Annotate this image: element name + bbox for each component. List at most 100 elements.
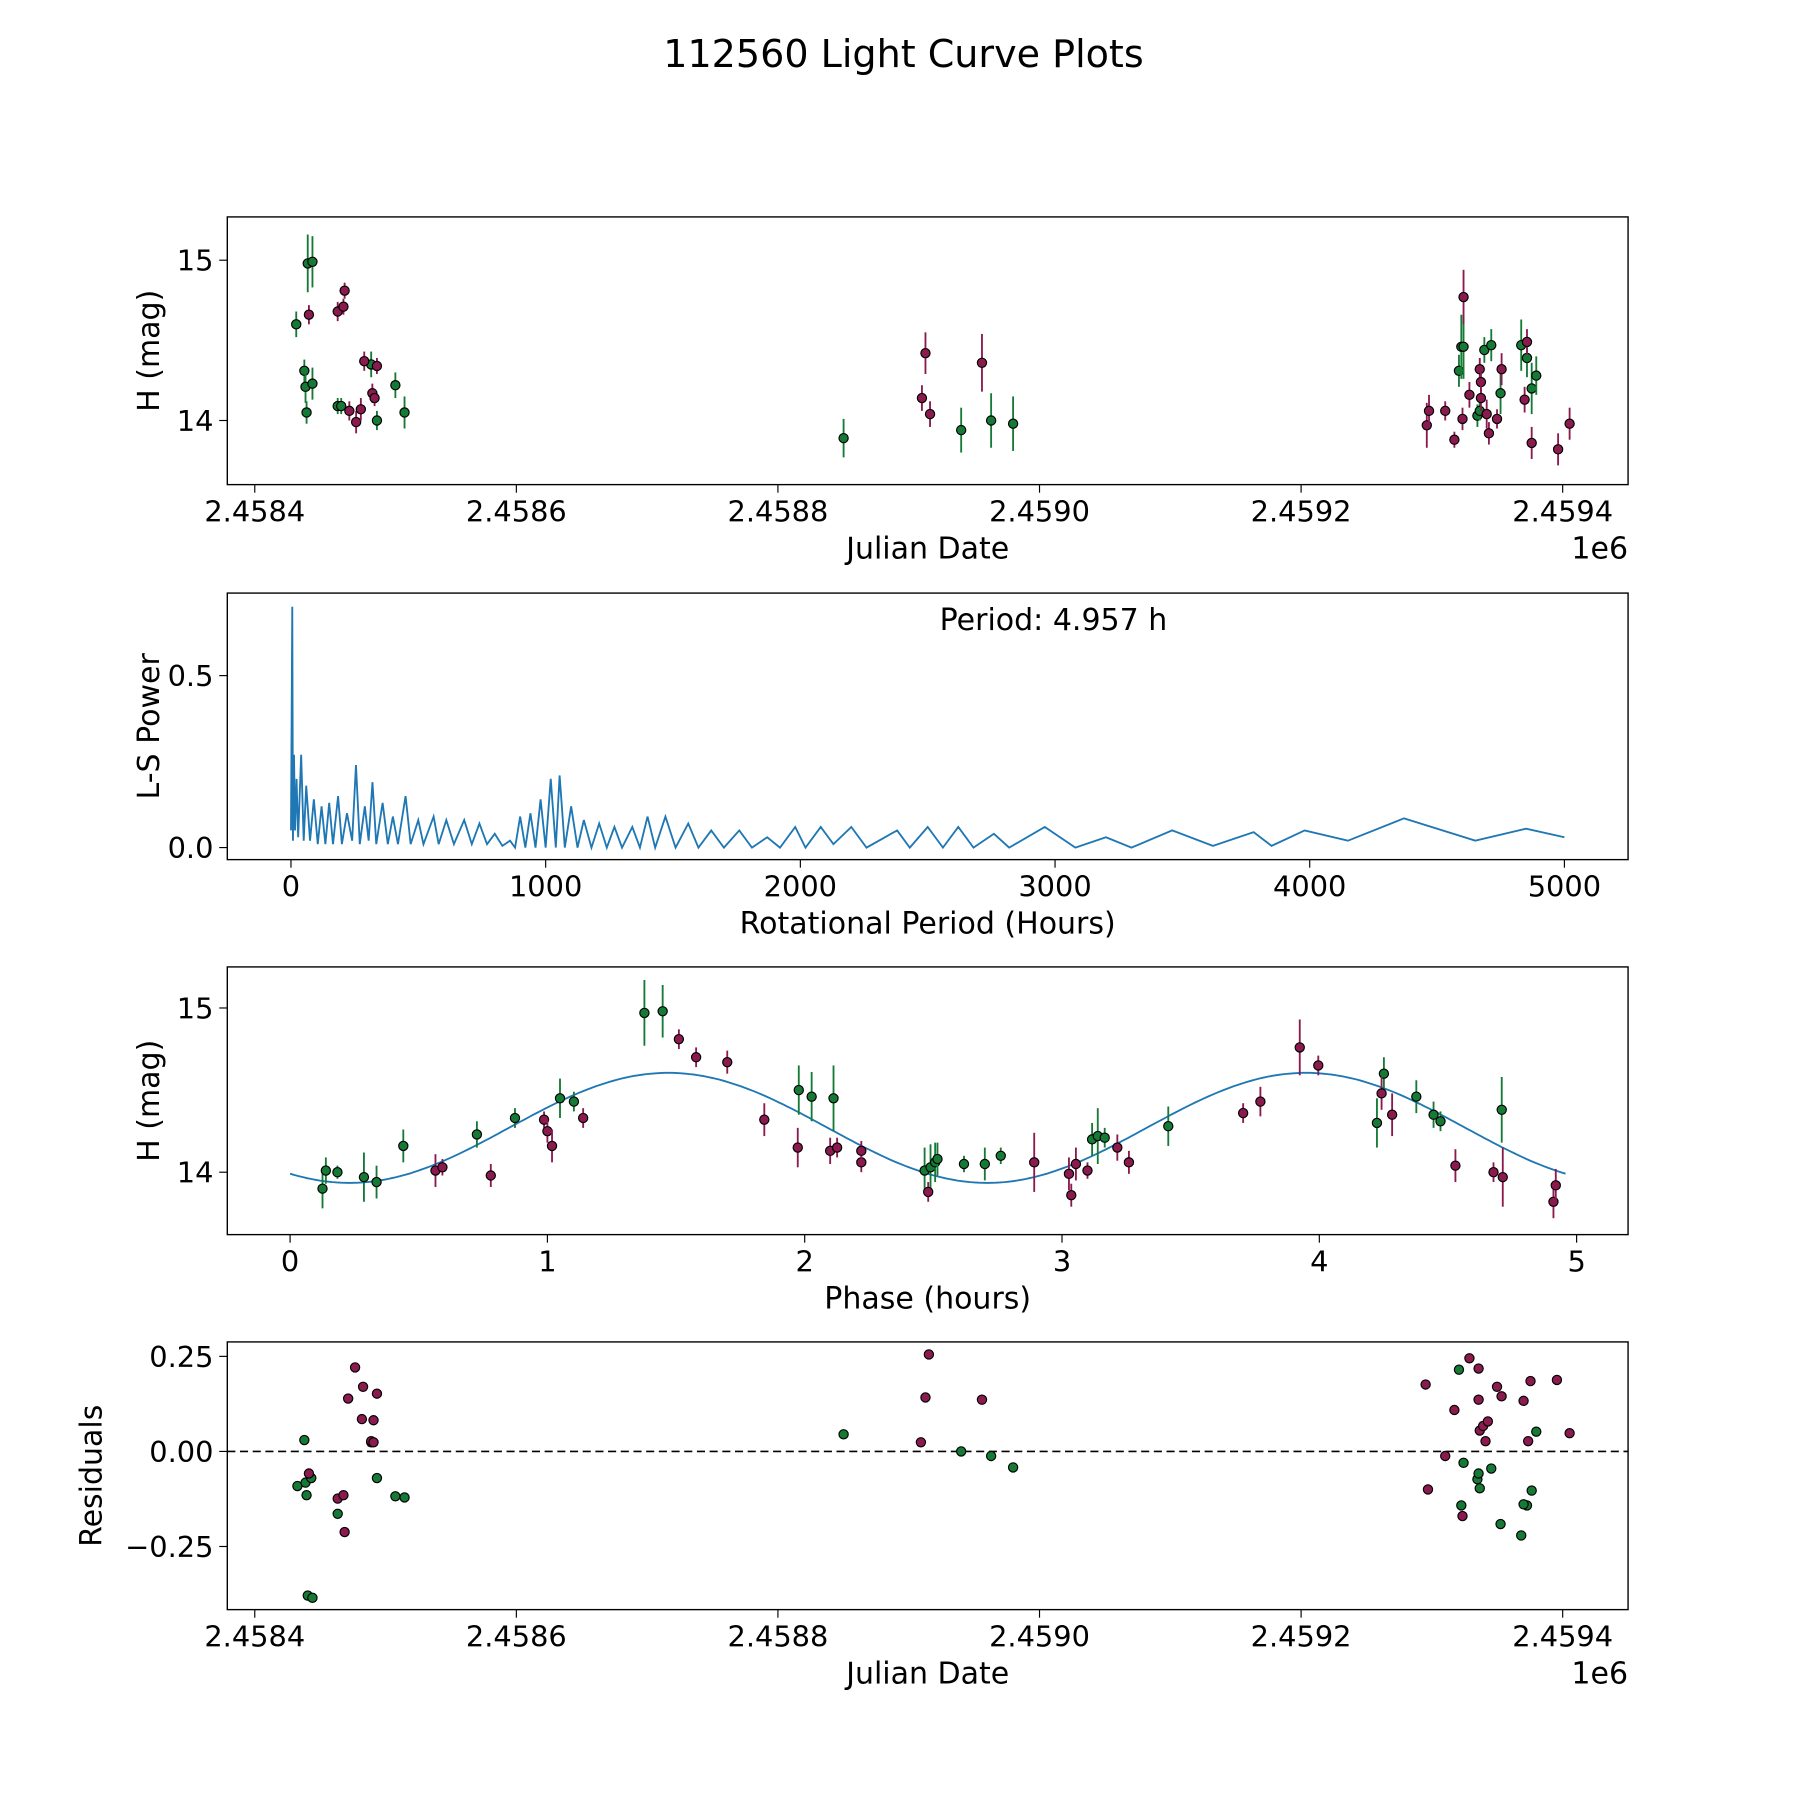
green-data-point <box>1486 339 1497 351</box>
green-data-point <box>554 1093 566 1104</box>
x-tick-label: 2.4586 <box>466 1620 567 1654</box>
maroon-data-point <box>546 1140 558 1152</box>
maroon-data-point <box>338 301 349 312</box>
y-tick-label: 15 <box>177 991 214 1025</box>
maroon-data-point <box>1552 444 1564 455</box>
green-data-point <box>398 1140 409 1152</box>
x-tick-label: 2.4588 <box>727 495 828 529</box>
green-data-point <box>371 415 383 426</box>
maroon-data-point <box>1237 1107 1249 1119</box>
green-data-point <box>332 1167 343 1178</box>
green-data-point <box>838 1429 849 1440</box>
maroon-data-point <box>368 1437 379 1448</box>
maroon-data-point <box>368 1415 379 1426</box>
green-data-point <box>1495 388 1506 399</box>
maroon-data-point <box>437 1162 448 1173</box>
maroon-data-point <box>1082 1165 1093 1176</box>
green-data-point <box>568 1096 580 1107</box>
x-tick-label: 0 <box>282 870 300 904</box>
green-data-point <box>639 1007 650 1019</box>
green-data-point <box>1456 1500 1467 1511</box>
maroon-data-point <box>1123 1157 1135 1168</box>
y-axis-label: L-S Power <box>132 653 167 800</box>
x-axis-label: Rotational Period (Hours) <box>740 906 1116 941</box>
axes-frame <box>226 216 1629 486</box>
maroon-data-point <box>1440 405 1451 417</box>
figure-title: 112560 Light Curve Plots <box>663 32 1143 76</box>
maroon-data-point <box>690 1052 702 1063</box>
maroon-data-point <box>1526 437 1537 449</box>
maroon-data-point <box>856 1145 867 1157</box>
maroon-data-point <box>350 416 362 428</box>
y-tick-label: 0.0 <box>168 831 214 865</box>
maroon-data-point <box>339 285 350 296</box>
green-data-point <box>509 1112 521 1124</box>
x-tick-label: 2.4594 <box>1512 1620 1613 1654</box>
y-tick-label: 0.25 <box>149 1340 213 1374</box>
maroon-data-point <box>1313 1060 1324 1071</box>
maroon-data-point <box>1480 1435 1491 1447</box>
maroon-data-point <box>1522 1435 1534 1447</box>
green-data-point <box>793 1084 804 1096</box>
green-data-point <box>1531 1426 1542 1437</box>
green-data-point <box>471 1129 483 1140</box>
x-tick-label: 2.4592 <box>1251 495 1352 529</box>
maroon-data-point <box>1496 1391 1507 1402</box>
maroon-data-point <box>924 408 936 420</box>
maroon-data-point <box>485 1170 496 1181</box>
green-data-point <box>371 1176 382 1188</box>
x-tick-label: 2.4588 <box>727 1620 828 1654</box>
maroon-data-point <box>1491 1381 1503 1392</box>
green-data-point <box>358 1171 370 1183</box>
maroon-data-point <box>1521 336 1533 348</box>
green-data-point <box>299 365 310 376</box>
green-data-point <box>657 1006 668 1017</box>
green-data-point <box>1486 1463 1497 1474</box>
maroon-data-point <box>357 1381 369 1392</box>
green-data-point <box>1458 1457 1469 1469</box>
maroon-data-point <box>371 1388 383 1399</box>
x-tick-label: 2.4584 <box>204 495 305 529</box>
maroon-data-point <box>538 1114 550 1125</box>
maroon-data-point <box>920 1392 931 1403</box>
maroon-data-point <box>342 1393 354 1404</box>
maroon-data-point <box>577 1112 589 1124</box>
green-data-point <box>1474 1483 1485 1494</box>
x-axis-label: Julian Date <box>844 531 1009 566</box>
x-tick-label: 1000 <box>509 870 582 904</box>
maroon-data-point <box>349 1362 361 1373</box>
maroon-data-point <box>1491 413 1503 425</box>
green-data-point <box>985 1450 997 1462</box>
periodogram-panel: 0 1000 2000 3000 4000 5000 0.0 0.5 Rotational Pe… <box>132 592 1629 941</box>
maroon-data-point <box>1475 392 1487 404</box>
green-data-point <box>371 1472 383 1484</box>
green-data-point <box>1411 1091 1422 1102</box>
green-data-point <box>1516 1530 1527 1541</box>
x-tick-label: 2000 <box>764 870 837 904</box>
maroon-data-point <box>1421 420 1432 431</box>
maroon-data-point <box>1474 364 1485 375</box>
power-line <box>290 606 1565 851</box>
green-data-point <box>1099 1132 1110 1143</box>
green-data-point <box>955 1446 967 1457</box>
x-tick-label: 2.4590 <box>989 1620 1090 1654</box>
maroon-data-point <box>1483 428 1495 439</box>
green-data-point <box>390 1491 401 1502</box>
maroon-data-point <box>1464 389 1475 401</box>
green-data-point <box>828 1093 839 1104</box>
green-data-point <box>1531 370 1542 381</box>
maroon-data-point <box>673 1033 685 1045</box>
x-tick-label: 4000 <box>1273 870 1346 904</box>
maroon-data-point <box>1481 408 1492 420</box>
green-data-point <box>1007 418 1019 429</box>
green-data-point <box>958 1158 970 1170</box>
maroon-data-point <box>356 1413 368 1425</box>
x-axis-label: Phase (hours) <box>824 1281 1031 1316</box>
maroon-data-point <box>916 392 928 404</box>
x-axis-label: Julian Date <box>844 1656 1009 1691</box>
maroon-data-point <box>1564 418 1575 429</box>
maroon-data-point <box>1422 1484 1434 1495</box>
green-data-point <box>307 256 318 267</box>
maroon-data-point <box>1449 1404 1460 1416</box>
green-data-point <box>1526 383 1537 394</box>
